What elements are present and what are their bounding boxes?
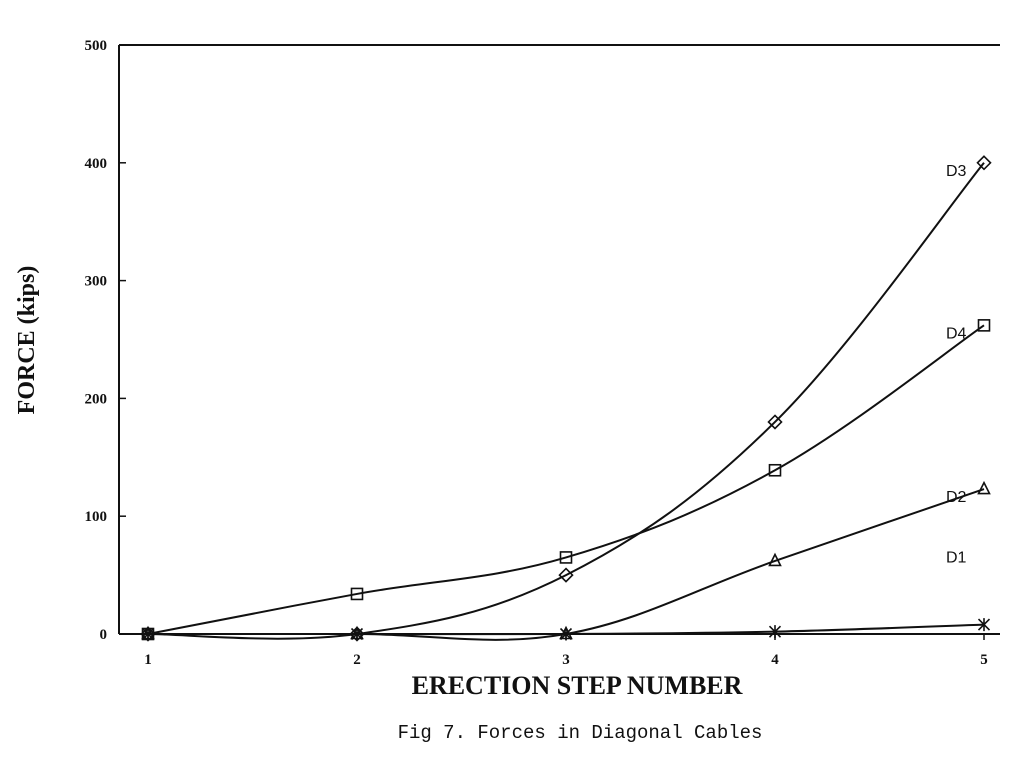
data-point-d4 (141, 627, 155, 641)
series-line-d3 (147, 162, 985, 640)
y-axis-title: FORCE (kips) (14, 266, 40, 415)
y-tick-label: 400 (85, 156, 108, 172)
data-point-d3 (558, 567, 574, 583)
axes (118, 44, 1000, 635)
x-tick-label: 4 (771, 652, 779, 668)
y-tick-label: 0 (100, 627, 108, 643)
x-tick-label: 5 (980, 652, 988, 668)
data-point-d2 (559, 625, 573, 640)
data-point-d3 (349, 626, 365, 642)
data-point-d2 (768, 552, 782, 567)
series-line-d4 (147, 324, 985, 635)
data-point-d4 (559, 551, 573, 564)
y-tick-label: 500 (85, 38, 108, 54)
series-label-d3: D3 (946, 163, 967, 180)
x-tick-label: 3 (562, 652, 570, 668)
data-point-d1 (768, 625, 782, 639)
y-tick-label: 200 (85, 391, 108, 407)
data-point-d3 (976, 155, 992, 171)
x-axis-title: ERECTION STEP NUMBER (412, 671, 743, 700)
data-point-d1 (977, 618, 991, 632)
series-label-d1: D1 (946, 550, 967, 567)
data-point-d4 (768, 463, 782, 477)
series-labels: D1 D2 D3 D4 (946, 163, 967, 567)
data-point-d2 (141, 625, 155, 640)
series-label-d2: D2 (946, 489, 967, 506)
series-line-d2 (148, 488, 985, 641)
data-point-d2 (350, 625, 364, 640)
y-tick-label: 300 (85, 274, 108, 290)
data-point-d3 (767, 414, 783, 430)
figure-caption: Fig 7. Forces in Diagonal Cables (397, 722, 763, 744)
tick-labels: 0 100 200 300 400 500 1 2 3 4 5 (85, 38, 988, 668)
series-label-d4: D4 (946, 325, 967, 342)
x-tick-label: 1 (144, 652, 152, 668)
y-tick-label: 100 (85, 509, 108, 525)
series-markers (140, 155, 992, 642)
data-point-d2 (977, 480, 991, 495)
data-point-d4 (350, 587, 364, 601)
x-tick-label: 2 (353, 652, 361, 668)
data-point-d3 (140, 626, 156, 642)
data-point-d4 (977, 319, 991, 332)
